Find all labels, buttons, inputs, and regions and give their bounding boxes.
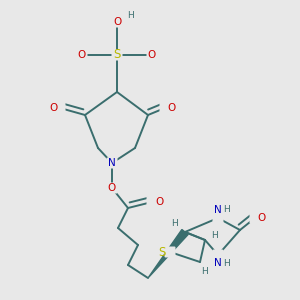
FancyBboxPatch shape <box>112 16 122 28</box>
Text: O: O <box>108 183 116 193</box>
Text: S: S <box>158 245 166 259</box>
FancyBboxPatch shape <box>112 50 122 61</box>
Text: O: O <box>148 50 156 60</box>
FancyBboxPatch shape <box>146 196 158 208</box>
Text: O: O <box>155 197 163 207</box>
Text: O: O <box>113 17 121 27</box>
FancyBboxPatch shape <box>250 212 260 224</box>
Text: N: N <box>108 158 116 168</box>
Text: O: O <box>78 50 86 60</box>
Text: S: S <box>113 49 121 62</box>
FancyBboxPatch shape <box>212 212 224 224</box>
Text: O: O <box>168 103 176 113</box>
Text: O: O <box>49 103 57 113</box>
FancyBboxPatch shape <box>164 247 175 257</box>
Text: H: H <box>223 206 230 214</box>
FancyBboxPatch shape <box>55 103 65 113</box>
Text: N: N <box>214 258 222 268</box>
FancyBboxPatch shape <box>160 103 170 113</box>
Text: O: O <box>258 213 266 223</box>
Polygon shape <box>148 230 188 278</box>
FancyBboxPatch shape <box>76 50 88 61</box>
FancyBboxPatch shape <box>212 250 224 260</box>
Text: H: H <box>172 220 178 229</box>
FancyBboxPatch shape <box>146 50 158 61</box>
Text: H: H <box>202 268 208 277</box>
FancyBboxPatch shape <box>106 158 118 169</box>
FancyBboxPatch shape <box>106 182 118 194</box>
Text: H: H <box>223 259 230 268</box>
Text: H: H <box>212 230 218 239</box>
Text: N: N <box>214 205 222 215</box>
Text: H: H <box>127 11 134 20</box>
